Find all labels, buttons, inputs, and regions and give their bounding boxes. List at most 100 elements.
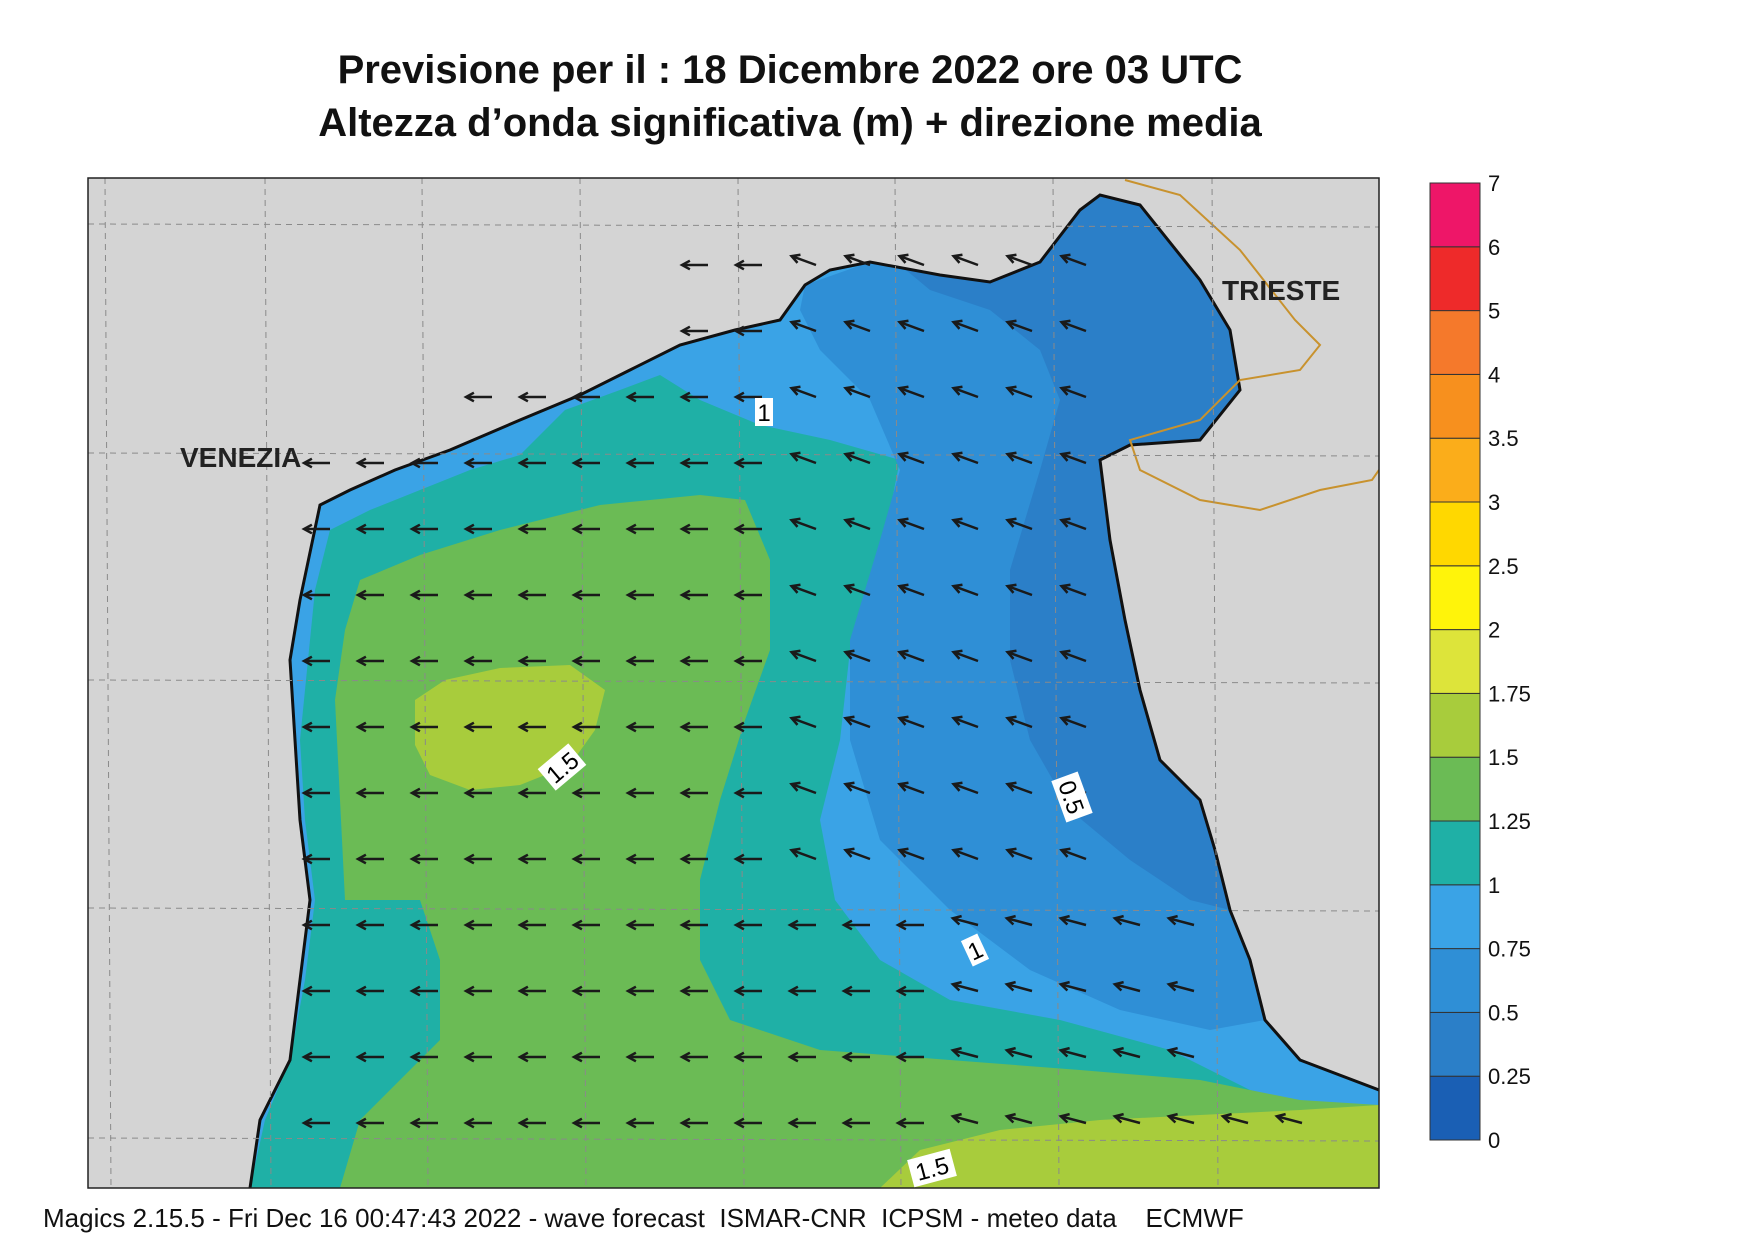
colorbar-bin [1429, 565, 1481, 631]
colorbar-tick-label: 1 [1488, 873, 1500, 898]
direction-arrow [301, 523, 330, 535]
direction-arrow [625, 655, 654, 667]
direction-arrow [787, 1117, 816, 1129]
colorbar-tick-label: 4 [1488, 362, 1500, 387]
direction-arrow [1005, 451, 1033, 465]
land-trieste [1080, 178, 1379, 1090]
direction-arrow [897, 451, 925, 465]
direction-arrow [843, 517, 871, 531]
title-line-2: Altezza d’onda significativa (m) + direz… [318, 101, 1262, 145]
direction-arrow [463, 1051, 492, 1063]
direction-arrow [301, 853, 330, 865]
direction-arrow [679, 985, 708, 997]
direction-arrow [463, 523, 492, 535]
direction-arrow [1058, 1112, 1087, 1125]
direction-arrow [789, 781, 817, 795]
country-border [1124, 179, 1379, 512]
direction-arrow [1112, 1112, 1141, 1125]
colorbar-tick-label: 3.5 [1488, 426, 1519, 451]
direction-arrow [301, 985, 330, 997]
direction-arrow [517, 853, 546, 865]
direction-arrow [789, 385, 817, 399]
direction-arrow [517, 1051, 546, 1063]
direction-arrow [1059, 319, 1087, 333]
direction-arrow [463, 1117, 492, 1129]
direction-arrow [733, 1051, 762, 1063]
colorbar-tick-label: 3 [1488, 490, 1500, 515]
direction-arrow [1005, 847, 1033, 861]
direction-arrow [733, 655, 762, 667]
direction-arrow [1005, 385, 1033, 399]
direction-arrow [679, 523, 708, 535]
direction-arrow [463, 919, 492, 931]
direction-arrow [1004, 980, 1033, 993]
direction-arrow [355, 457, 384, 469]
direction-arrow [789, 319, 817, 333]
direction-arrow [787, 919, 816, 931]
place-label-venezia: VENEZIA [180, 442, 301, 473]
direction-arrow [463, 655, 492, 667]
direction-arrow [517, 457, 546, 469]
direction-arrow [409, 589, 438, 601]
direction-arrow [951, 781, 979, 795]
direction-arrow [951, 385, 979, 399]
land-north [88, 178, 1100, 1188]
map-area [88, 178, 1379, 1188]
direction-arrow [733, 721, 762, 733]
direction-arrow [789, 847, 817, 861]
colorbar-tick-label: 0.5 [1488, 1000, 1519, 1025]
coastline [248, 193, 1379, 1188]
direction-arrow [571, 1051, 600, 1063]
direction-arrow [843, 451, 871, 465]
direction-arrow [679, 325, 708, 337]
direction-arrow [625, 853, 654, 865]
direction-arrow [950, 1046, 979, 1059]
direction-arrow [1059, 385, 1087, 399]
colorbar-tick-label: 1.25 [1488, 809, 1531, 834]
direction-arrow [571, 391, 600, 403]
direction-arrow [463, 985, 492, 997]
colorbar-tick-label: 0 [1488, 1128, 1500, 1153]
svg-text:1: 1 [757, 400, 770, 427]
direction-arrow [950, 914, 979, 927]
direction-arrow [679, 721, 708, 733]
direction-arrow [1059, 649, 1087, 663]
direction-arrow [679, 589, 708, 601]
direction-arrow [1005, 781, 1033, 795]
direction-arrow [841, 1117, 870, 1129]
direction-arrow [1005, 319, 1033, 333]
colorbar-bin [1429, 756, 1481, 822]
colorbar-tick-label: 6 [1488, 235, 1500, 260]
direction-arrow [1274, 1112, 1303, 1125]
colorbar-tick-label: 0.25 [1488, 1064, 1531, 1089]
direction-arrow [843, 715, 871, 729]
direction-arrow [517, 391, 546, 403]
direction-arrow [895, 1051, 924, 1063]
footer-credits: Magics 2.15.5 - Fri Dec 16 00:47:43 2022… [43, 1203, 1244, 1233]
direction-arrow [301, 1117, 330, 1129]
direction-arrow [951, 451, 979, 465]
direction-arrow [355, 853, 384, 865]
direction-arrow [463, 589, 492, 601]
direction-arrow [897, 715, 925, 729]
direction-arrow [409, 985, 438, 997]
grid-line [737, 178, 745, 1188]
direction-arrow [841, 1051, 870, 1063]
grid-lines [88, 178, 1379, 1188]
colorbar-bin [1429, 629, 1481, 694]
colorbar-tick-label: 0.75 [1488, 937, 1531, 962]
direction-arrow [679, 655, 708, 667]
direction-arrow [355, 523, 384, 535]
contour-label: 1 [960, 933, 990, 967]
direction-arrow [625, 985, 654, 997]
direction-arrow [789, 253, 817, 267]
map-frame [87, 177, 1380, 1189]
direction-arrow [733, 589, 762, 601]
direction-arrow [950, 1112, 979, 1125]
colorbar-bin [1429, 437, 1481, 503]
direction-arrow [409, 721, 438, 733]
direction-arrow [843, 781, 871, 795]
direction-arrow [1166, 1112, 1195, 1125]
direction-arrow [679, 457, 708, 469]
